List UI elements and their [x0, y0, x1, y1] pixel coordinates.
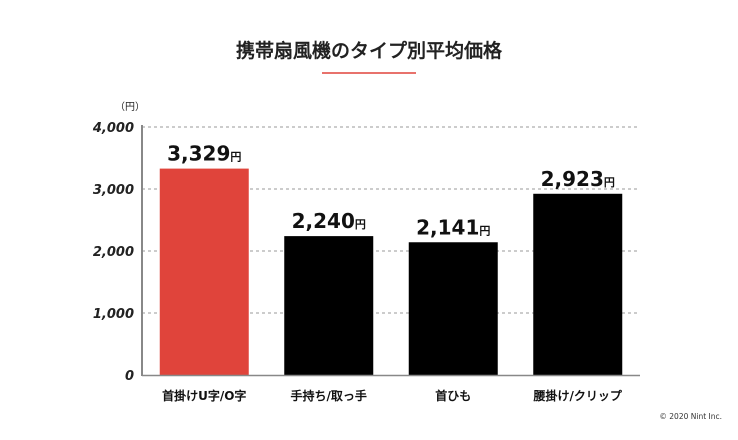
bar [533, 193, 623, 375]
y-tick-label: 1,000 [93, 307, 134, 322]
y-tick-label: 4,000 [92, 121, 134, 136]
bar [284, 236, 374, 375]
data-label: 3,329円 [167, 142, 241, 166]
y-tick-label: 2,000 [93, 245, 134, 260]
x-tick-label: 腰掛け/クリップ [533, 388, 623, 403]
bar [159, 168, 249, 375]
bar [408, 242, 498, 375]
data-label: 2,240円 [292, 209, 366, 233]
x-tick-label: 首掛けU字/O字 [162, 388, 246, 403]
copyright: © 2020 Nint Inc. [659, 412, 722, 421]
y-unit-label: （円） [115, 101, 145, 113]
y-tick-label: 0 [125, 369, 134, 384]
data-label: 2,923円 [541, 167, 615, 191]
x-tick-label: 首ひも [435, 388, 471, 403]
data-label: 2,141円 [416, 215, 490, 239]
y-tick-label: 3,000 [93, 183, 134, 198]
x-tick-label: 手持ち/取っ手 [291, 388, 367, 403]
chart-title: 携帯扇風機のタイプ別平均価格 [236, 39, 503, 62]
